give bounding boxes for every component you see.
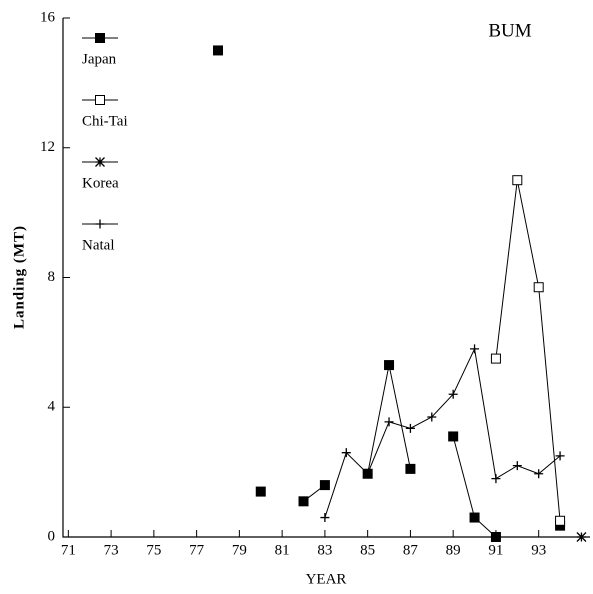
marker	[512, 461, 522, 471]
marker	[469, 512, 480, 523]
legend-label: Japan	[82, 51, 117, 67]
marker	[448, 431, 459, 442]
x-tick-label: 91	[488, 542, 503, 558]
marker	[512, 175, 523, 186]
x-tick-label: 89	[446, 542, 461, 558]
y-tick-label: 0	[48, 528, 56, 544]
marker	[470, 344, 480, 354]
marker	[384, 360, 395, 371]
x-tick-label: 83	[317, 542, 332, 558]
series-line	[495, 180, 561, 521]
legend-marker	[95, 95, 105, 105]
marker	[405, 463, 416, 474]
marker	[319, 480, 330, 491]
marker	[490, 353, 501, 364]
y-tick-label: 12	[40, 139, 55, 155]
y-tick-label: 16	[40, 9, 56, 25]
legend-marker	[95, 33, 105, 43]
y-tick-label: 8	[48, 269, 56, 285]
x-tick-label: 79	[232, 542, 247, 558]
x-tick-label: 93	[531, 542, 546, 558]
annotation: BUM	[488, 20, 531, 41]
marker	[320, 513, 330, 523]
marker	[298, 496, 309, 507]
y-tick-label: 4	[48, 399, 56, 415]
x-tick-label: 75	[146, 542, 161, 558]
x-tick-label: 87	[403, 542, 419, 558]
x-tick-label: 85	[360, 542, 375, 558]
x-tick-label: 77	[189, 542, 205, 558]
axes	[62, 18, 590, 538]
series-line	[304, 365, 561, 537]
series-line	[324, 347, 561, 518]
x-tick-label: 73	[104, 542, 119, 558]
marker	[576, 532, 587, 542]
marker	[427, 412, 437, 422]
y-axis-label: Landing (MT)	[11, 225, 27, 329]
legend-label: Korea	[82, 175, 119, 191]
marker	[491, 474, 501, 484]
marker	[363, 469, 373, 479]
marker	[213, 45, 223, 56]
legend-label: Natal	[82, 237, 114, 253]
marker	[384, 417, 394, 427]
marker	[405, 423, 415, 433]
marker	[555, 515, 566, 526]
legend-label: Chi-Tai	[82, 113, 128, 129]
marker	[533, 282, 544, 293]
marker	[255, 486, 266, 497]
x-tick-label: 81	[275, 542, 290, 558]
marker	[490, 532, 501, 542]
legend-marker	[95, 157, 105, 167]
legend-marker	[95, 219, 105, 229]
x-tick-label: 71	[61, 542, 76, 558]
marker	[341, 448, 351, 458]
marker	[555, 451, 565, 461]
marker	[534, 469, 544, 479]
x-axis-label: YEAR	[306, 571, 347, 587]
marker	[448, 389, 458, 399]
